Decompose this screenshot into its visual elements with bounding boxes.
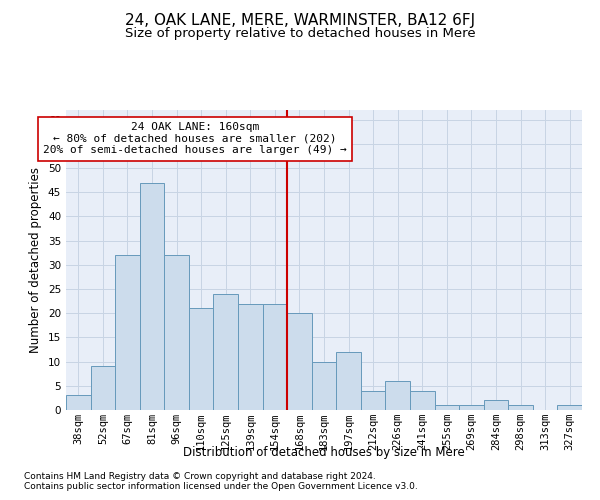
Bar [263, 304, 287, 410]
Bar [336, 352, 361, 410]
Bar [214, 294, 238, 410]
Text: Distribution of detached houses by size in Mere: Distribution of detached houses by size … [183, 446, 465, 459]
Bar [91, 366, 115, 410]
Bar [459, 405, 484, 410]
Text: Contains public sector information licensed under the Open Government Licence v3: Contains public sector information licen… [24, 482, 418, 491]
Bar [189, 308, 214, 410]
Text: Contains HM Land Registry data © Crown copyright and database right 2024.: Contains HM Land Registry data © Crown c… [24, 472, 376, 481]
Bar [385, 381, 410, 410]
Bar [434, 405, 459, 410]
Bar [508, 405, 533, 410]
Bar [238, 304, 263, 410]
Bar [312, 362, 336, 410]
Bar [557, 405, 582, 410]
Bar [140, 182, 164, 410]
Bar [115, 255, 140, 410]
Bar [287, 313, 312, 410]
Bar [361, 390, 385, 410]
Bar [164, 255, 189, 410]
Bar [66, 396, 91, 410]
Bar [410, 390, 434, 410]
Text: 24 OAK LANE: 160sqm
← 80% of detached houses are smaller (202)
20% of semi-detac: 24 OAK LANE: 160sqm ← 80% of detached ho… [43, 122, 347, 156]
Text: Size of property relative to detached houses in Mere: Size of property relative to detached ho… [125, 28, 475, 40]
Y-axis label: Number of detached properties: Number of detached properties [29, 167, 43, 353]
Text: 24, OAK LANE, MERE, WARMINSTER, BA12 6FJ: 24, OAK LANE, MERE, WARMINSTER, BA12 6FJ [125, 12, 475, 28]
Bar [484, 400, 508, 410]
